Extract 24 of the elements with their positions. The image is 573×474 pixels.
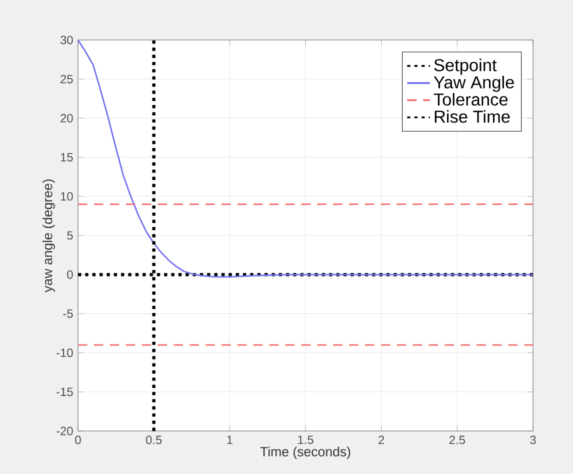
x-tick-label: 1 <box>227 436 232 444</box>
y-tick-label: -20 <box>56 426 73 436</box>
x-tick-label: 2.5 <box>449 436 465 444</box>
y-tick-label: 5 <box>67 231 73 240</box>
y-tick-label: -5 <box>63 310 73 318</box>
legend-label: Yaw Angle <box>434 76 514 92</box>
y-tick-label: 0 <box>67 270 73 279</box>
legend-label: Tolerance <box>434 92 508 106</box>
y-tick-label: 15 <box>60 153 73 162</box>
y-tick-label: -10 <box>56 348 73 358</box>
y-tick-label: 30 <box>60 36 73 44</box>
y-tick-label: 20 <box>60 114 73 122</box>
y-tick-label: 25 <box>60 74 73 84</box>
legend-label: Setpoint <box>434 58 497 75</box>
x-tick-label: 0 <box>75 436 81 444</box>
x-tick-label: 2 <box>378 436 384 444</box>
x-tick-label: 0.5 <box>146 436 162 444</box>
x-tick-label: 1.5 <box>298 436 314 444</box>
y-tick-label: 10 <box>60 192 73 201</box>
x-tick-label: 3 <box>530 436 536 444</box>
legend-label: Rise Time <box>434 110 510 123</box>
x-axis-title: Time (seconds) <box>260 446 350 460</box>
y-tick-label: -15 <box>56 388 73 396</box>
y-axis-title: yaw angle (degree) <box>42 179 55 292</box>
